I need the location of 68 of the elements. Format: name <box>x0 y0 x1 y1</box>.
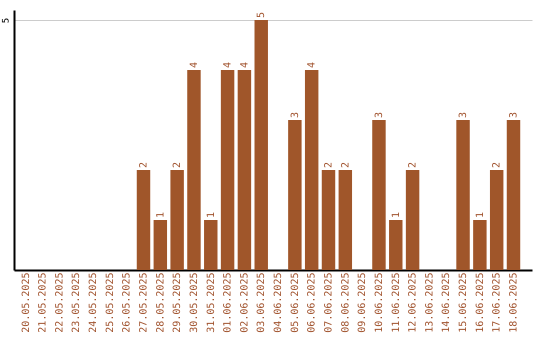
bar <box>506 120 520 270</box>
x-tick-label: 01.06.2025 <box>222 272 234 333</box>
bar <box>170 170 184 270</box>
data-label: 2 <box>138 162 150 168</box>
data-label: 2 <box>340 162 352 168</box>
x-tick-label: 10.06.2025 <box>374 272 385 333</box>
x-tick-label: 22.05.2025 <box>54 272 66 333</box>
bar <box>372 120 386 270</box>
data-label: 5 <box>256 12 268 18</box>
x-tick-label: 11.06.2025 <box>390 272 402 333</box>
x-tick-label: 27.05.2025 <box>138 272 150 333</box>
x-tick-label: 03.06.2025 <box>256 272 268 333</box>
x-tick-label: 25.05.2025 <box>104 272 116 333</box>
bar <box>187 70 201 270</box>
data-label: 4 <box>239 62 250 68</box>
x-tick-label: 05.06.2025 <box>290 272 301 333</box>
data-label: 4 <box>188 62 200 68</box>
data-label: 3 <box>458 112 470 118</box>
x-tick-label: 15.06.2025 <box>458 272 470 333</box>
bar <box>406 170 420 270</box>
bar <box>220 70 234 270</box>
x-tick-label: 16.06.2025 <box>474 272 486 333</box>
x-tick-label: 23.05.2025 <box>71 272 82 333</box>
bar <box>154 220 168 270</box>
bar <box>254 20 268 270</box>
bar <box>338 170 352 270</box>
x-tick-label: 29.05.2025 <box>172 272 184 333</box>
bar <box>304 70 318 270</box>
x-tick-label: 07.06.2025 <box>324 272 334 333</box>
x-tick-label: 24.05.2025 <box>88 272 100 333</box>
data-label: 2 <box>324 162 334 168</box>
data-label: 2 <box>408 162 419 168</box>
bar <box>456 120 470 270</box>
data-label: 3 <box>290 112 301 118</box>
x-tick-label: 02.06.2025 <box>239 272 250 333</box>
bar <box>490 170 504 270</box>
x-tick-label: 08.06.2025 <box>340 272 352 333</box>
bar <box>288 120 302 270</box>
x-tick-label: 14.06.2025 <box>441 272 452 333</box>
data-label: 1 <box>206 212 217 218</box>
x-tick-label: 12.06.2025 <box>408 272 419 333</box>
x-tick-label: 20.05.2025 <box>20 272 32 333</box>
data-label: 4 <box>306 62 318 68</box>
data-label: 3 <box>508 112 520 118</box>
data-label: 2 <box>492 162 503 168</box>
data-label: 4 <box>222 62 234 68</box>
bar <box>322 170 336 270</box>
bar <box>238 70 252 270</box>
bar <box>136 170 150 270</box>
x-tick-label: 17.06.2025 <box>492 272 503 333</box>
data-label: 1 <box>390 212 402 218</box>
bar <box>473 220 487 270</box>
x-tick-label: 09.06.2025 <box>357 272 368 333</box>
x-tick-label: 13.06.2025 <box>424 272 436 333</box>
data-label: 3 <box>374 112 385 118</box>
x-tick-label: 26.05.2025 <box>122 272 133 333</box>
x-tick-label: 31.05.2025 <box>206 272 217 333</box>
x-tick-label: 18.06.2025 <box>508 272 520 333</box>
x-tick-label: 04.06.2025 <box>273 272 284 333</box>
x-tick-label: 30.05.2025 <box>188 272 200 333</box>
x-tick-label: 21.05.2025 <box>38 272 49 333</box>
x-tick-label: 28.05.2025 <box>155 272 166 333</box>
data-label: 2 <box>172 162 184 168</box>
bar <box>389 220 402 270</box>
data-label: 1 <box>155 212 166 218</box>
data-label: 1 <box>474 212 486 218</box>
x-tick-label: 06.06.2025 <box>306 272 318 333</box>
bar <box>204 220 218 270</box>
